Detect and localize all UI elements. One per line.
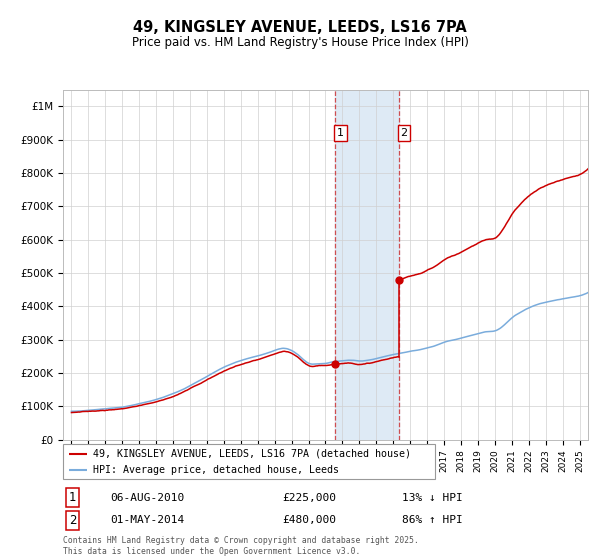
Text: 86% ↑ HPI: 86% ↑ HPI bbox=[403, 515, 463, 525]
Text: £480,000: £480,000 bbox=[282, 515, 336, 525]
Text: HPI: Average price, detached house, Leeds: HPI: Average price, detached house, Leed… bbox=[93, 465, 339, 475]
Text: 1: 1 bbox=[337, 128, 344, 138]
Bar bbox=[335, 90, 399, 440]
Text: 1: 1 bbox=[68, 491, 76, 505]
Text: Contains HM Land Registry data © Crown copyright and database right 2025.
This d: Contains HM Land Registry data © Crown c… bbox=[63, 536, 419, 556]
Text: 2: 2 bbox=[401, 128, 407, 138]
Text: 06-AUG-2010: 06-AUG-2010 bbox=[110, 493, 184, 503]
Text: 49, KINGSLEY AVENUE, LEEDS, LS16 7PA: 49, KINGSLEY AVENUE, LEEDS, LS16 7PA bbox=[133, 20, 467, 35]
Text: £225,000: £225,000 bbox=[282, 493, 336, 503]
Text: 13% ↓ HPI: 13% ↓ HPI bbox=[403, 493, 463, 503]
Text: 01-MAY-2014: 01-MAY-2014 bbox=[110, 515, 184, 525]
Text: 2: 2 bbox=[68, 514, 76, 527]
Text: 49, KINGSLEY AVENUE, LEEDS, LS16 7PA (detached house): 49, KINGSLEY AVENUE, LEEDS, LS16 7PA (de… bbox=[93, 449, 411, 459]
Text: Price paid vs. HM Land Registry's House Price Index (HPI): Price paid vs. HM Land Registry's House … bbox=[131, 36, 469, 49]
